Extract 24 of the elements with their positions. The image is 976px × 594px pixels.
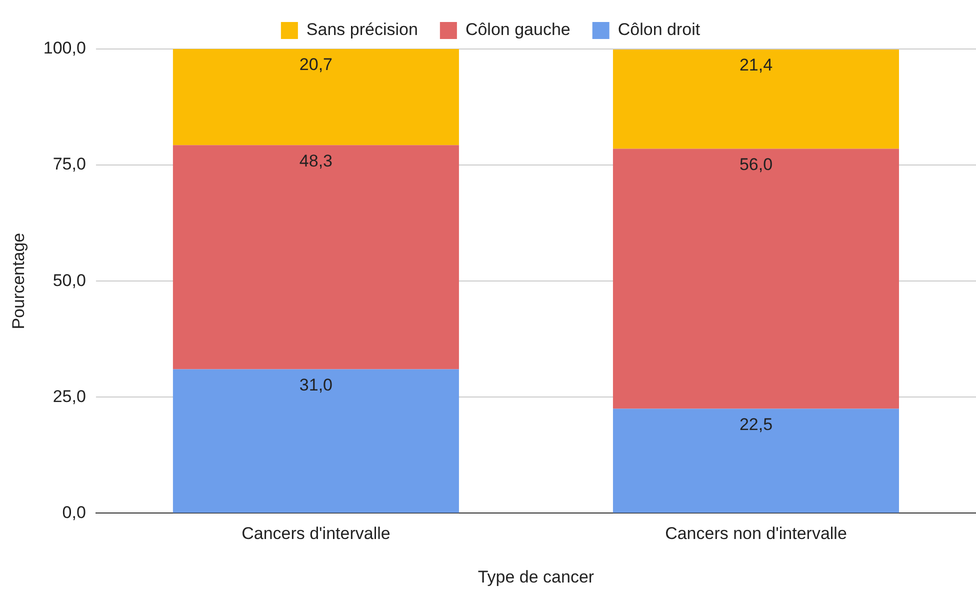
x-tick-label: Cancers non d'intervalle (665, 524, 847, 544)
legend-label: Côlon droit (618, 20, 700, 40)
bar (612, 408, 899, 513)
data-label: 56,0 (739, 154, 773, 174)
data-label: 31,0 (299, 375, 333, 394)
legend-label: Côlon gauche (465, 20, 570, 40)
data-label: 21,4 (739, 56, 773, 75)
y-axis-title: Pourcentage (8, 232, 28, 330)
data-label: 20,7 (299, 55, 333, 74)
y-tick-label: 100,0 (43, 38, 86, 58)
x-axis-title: Type de cancer (478, 567, 594, 586)
data-label: 48,3 (299, 151, 333, 170)
y-tick-label: 0,0 (62, 502, 86, 522)
bar (612, 49, 899, 149)
data-label: 22,5 (739, 414, 773, 434)
bar (172, 369, 459, 513)
bar (612, 148, 899, 409)
y-tick-label: 75,0 (52, 154, 86, 174)
y-tick-label: 25,0 (52, 386, 86, 406)
bar (172, 49, 459, 146)
y-tick-label: 50,0 (52, 270, 86, 290)
bar (172, 145, 459, 370)
x-tick-label: Cancers d'intervalle (242, 524, 390, 544)
legend-label: Sans précision (306, 20, 418, 40)
